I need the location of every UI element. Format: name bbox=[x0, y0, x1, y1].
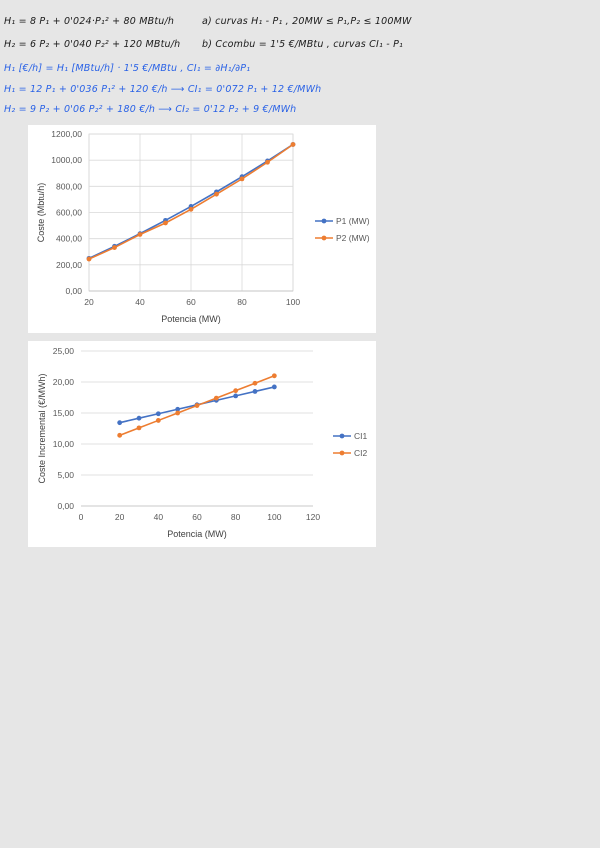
note-line-2-right: b) Ccombu = 1'5 €/MBtu , curvas CI₁ - P₁ bbox=[202, 39, 404, 50]
note-line-1-left: H₁ = 8 P₁ + 0'024·P₁² + 80 MBtu/h bbox=[4, 16, 175, 27]
data-point-series-2 bbox=[194, 403, 200, 408]
y-tick-label: 800,00 bbox=[56, 181, 82, 191]
cost-chart: 0,00 200,00 400,00 600,00 800,00 1000,00 1200,… bbox=[36, 129, 370, 324]
data-point-series-2 bbox=[214, 191, 219, 197]
data-point-series-1 bbox=[175, 406, 181, 412]
legend-marker-2 bbox=[321, 235, 327, 241]
data-point-series-2 bbox=[112, 245, 117, 250]
data-point-series-2 bbox=[252, 380, 258, 386]
data-point-series-2 bbox=[136, 425, 142, 431]
data-point-series-1 bbox=[117, 420, 123, 426]
data-point-series-2 bbox=[155, 418, 161, 423]
note-line-5: H₂ = 9 P₂ + 0'06 P₂² + 180 €/h ⟶ CI₂ = 0… bbox=[4, 104, 297, 115]
data-point-series-1 bbox=[155, 411, 161, 417]
data-point-series-2 bbox=[188, 206, 194, 212]
y-tick-label: 1200,00 bbox=[51, 129, 82, 139]
y-tick-label: 25,00 bbox=[53, 346, 75, 356]
data-point-series-2 bbox=[265, 159, 270, 165]
x-axis-title: Potencia (MW) bbox=[161, 314, 221, 324]
data-point-series-2 bbox=[117, 432, 123, 438]
data-point-series-2 bbox=[175, 410, 181, 416]
y-tick-label: 1000,00 bbox=[51, 155, 82, 165]
x-tick-label: 120 bbox=[306, 512, 320, 522]
data-point-series-2 bbox=[290, 142, 296, 147]
y-tick-label: 200,00 bbox=[56, 260, 82, 270]
note-line-2-left: H₂ = 6 P₂ + 0'040 P₂² + 120 MBtu/h bbox=[4, 39, 181, 50]
plot-area bbox=[81, 351, 313, 506]
data-point-series-1 bbox=[252, 389, 258, 394]
data-point-series-1 bbox=[233, 393, 239, 399]
data-point-series-2 bbox=[213, 395, 219, 401]
data-point-series-2 bbox=[86, 256, 92, 262]
x-tick-label: 20 bbox=[115, 512, 125, 522]
x-tick-label: 80 bbox=[237, 297, 247, 307]
data-point-series-2 bbox=[163, 220, 168, 226]
x-tick-label: 100 bbox=[267, 512, 281, 522]
legend-label-1: CI1 bbox=[354, 431, 368, 441]
data-point-series-2 bbox=[233, 388, 239, 394]
data-point-series-1 bbox=[136, 415, 142, 421]
y-tick-label: 15,00 bbox=[53, 408, 75, 418]
y-tick-label: 5,00 bbox=[57, 470, 74, 480]
data-point-series-1 bbox=[271, 384, 277, 390]
x-tick-label: 80 bbox=[231, 512, 241, 522]
y-tick-label: 20,00 bbox=[53, 377, 75, 387]
incremental-cost-chart: 0,00 5,00 10,00 15,00 20,00 25,00 0 20 40 60 80 100… bbox=[37, 346, 368, 539]
y-tick-label: 10,00 bbox=[53, 439, 75, 449]
note-line-4: H₁ = 12 P₁ + 0'036 P₁² + 120 €/h ⟶ CI₁ =… bbox=[4, 84, 322, 95]
x-tick-label: 0 bbox=[79, 512, 84, 522]
x-tick-label: 40 bbox=[154, 512, 164, 522]
x-tick-label: 20 bbox=[84, 297, 94, 307]
legend-marker-1 bbox=[339, 433, 345, 439]
data-point-series-2 bbox=[137, 232, 143, 237]
data-point-series-2 bbox=[271, 373, 277, 379]
legend-marker-2 bbox=[339, 450, 345, 456]
chart-panel-incremental: 0,00 5,00 10,00 15,00 20,00 25,00 0 20 40 60 80 100… bbox=[28, 341, 376, 547]
x-tick-label: 60 bbox=[192, 512, 202, 522]
x-tick-label: 40 bbox=[135, 297, 145, 307]
y-axis-title: Coste (Mbtu/h) bbox=[36, 183, 46, 243]
legend-label-2: CI2 bbox=[354, 448, 368, 458]
legend-label-2: P2 (MW) bbox=[336, 233, 370, 243]
y-axis-title: Coste Incremental (€/MWh) bbox=[37, 373, 47, 483]
data-point-series-2 bbox=[239, 176, 245, 182]
note-line-1-right: a) curvas H₁ - P₁ , 20MW ≤ P₁,P₂ ≤ 100MW bbox=[202, 16, 412, 27]
chart-panel-cost: 0,00 200,00 400,00 600,00 800,00 1000,00 1200,… bbox=[28, 125, 376, 333]
y-tick-label: 400,00 bbox=[56, 234, 82, 244]
y-tick-label: 0,00 bbox=[57, 501, 74, 511]
note-line-3: H₁ [€/h] = H₁ [MBtu/h] · 1'5 €/MBtu , CI… bbox=[4, 63, 251, 74]
y-tick-label: 600,00 bbox=[56, 208, 82, 218]
legend-label-1: P1 (MW) bbox=[336, 216, 370, 226]
x-tick-label: 60 bbox=[186, 297, 196, 307]
x-tick-label: 100 bbox=[286, 297, 300, 307]
y-tick-label: 0,00 bbox=[65, 286, 82, 296]
legend-marker-1 bbox=[321, 218, 327, 224]
x-axis-title: Potencia (MW) bbox=[167, 529, 227, 539]
